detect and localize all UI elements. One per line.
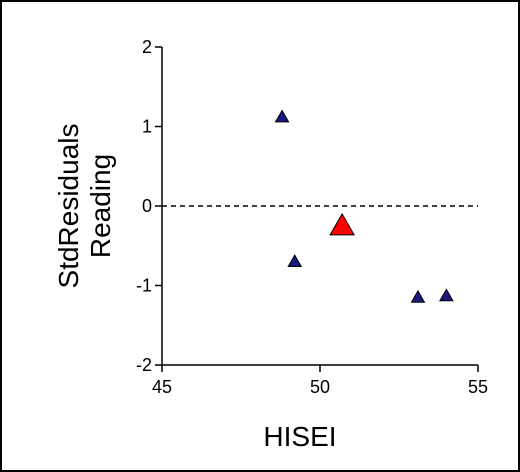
x-axis-title: HISEI: [263, 421, 336, 452]
y-axis-title-line-1: StdResiduals: [53, 124, 84, 289]
x-tick-label: 45: [152, 377, 172, 397]
y-tick-label: 2: [142, 37, 152, 57]
y-tick-label: -2: [136, 355, 152, 375]
data-point: [439, 288, 454, 302]
data-point: [274, 109, 290, 123]
y-tick-label: 1: [142, 117, 152, 137]
data-point: [287, 254, 303, 268]
x-tick-label: 50: [310, 377, 330, 397]
x-tick-label: 55: [468, 377, 488, 397]
y-axis-title-line-2: Reading: [85, 154, 116, 258]
y-tick-label: 0: [142, 196, 152, 216]
y-tick-label: -1: [136, 276, 152, 296]
highlighted-data-point: [329, 212, 355, 236]
data-point: [410, 289, 426, 303]
